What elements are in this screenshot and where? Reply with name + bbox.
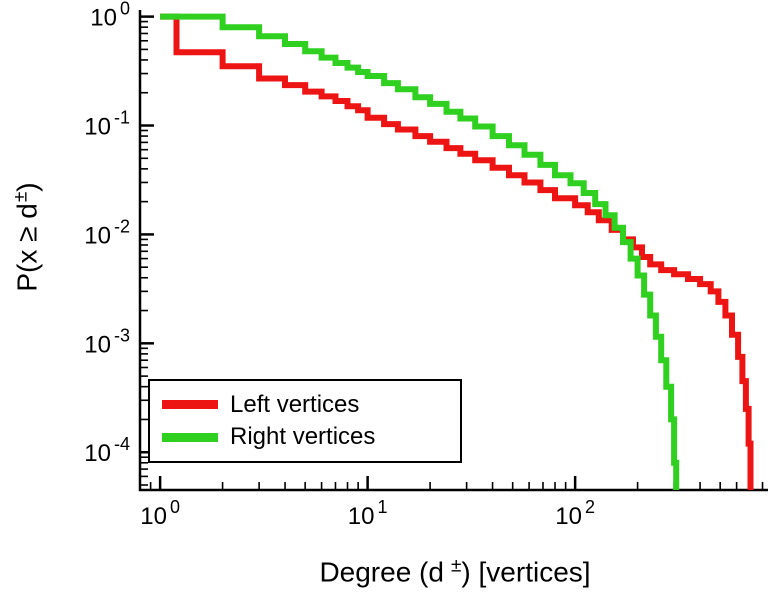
legend-swatch-left-vertices: [162, 400, 218, 410]
legend-swatch-right-vertices: [162, 432, 218, 442]
legend-label-right-vertices: Right vertices: [230, 423, 376, 451]
tick-label: 10 2: [555, 497, 595, 530]
tick-label: 10 1: [348, 497, 388, 530]
x-axis-label-suffix: ) [vertices]: [461, 556, 591, 588]
legend-item-left-vertices: Left vertices: [162, 390, 460, 418]
y-axis-label-superscript: ±: [10, 191, 32, 203]
tick-label: 10 -2: [84, 216, 130, 249]
tick-label: 10 -1: [84, 108, 130, 141]
y-axis-label-suffix: ): [11, 182, 43, 192]
legend-label-left-vertices: Left vertices: [230, 390, 360, 418]
x-axis-label-superscript: ±: [450, 555, 462, 577]
legend-item-right-vertices: Right vertices: [162, 425, 460, 449]
series-curve-right-vertices: [160, 13, 680, 490]
tick-label: 10 0: [90, 0, 130, 32]
tick-label: 10 0: [140, 497, 180, 530]
series-curve-left-vertices: [160, 13, 754, 490]
legend: Left vertices Right vertices: [148, 379, 462, 463]
x-axis-label: Degree (d ±) [vertices]: [319, 555, 590, 588]
x-axis-label-prefix: Degree (d: [319, 556, 444, 588]
tick-label: 10 -3: [84, 325, 130, 358]
y-axis-label: P(x ≥ d±): [10, 182, 43, 291]
tick-label: 10 -4: [84, 434, 130, 467]
y-axis-label-prefix: P(x ≥ d: [11, 203, 43, 292]
